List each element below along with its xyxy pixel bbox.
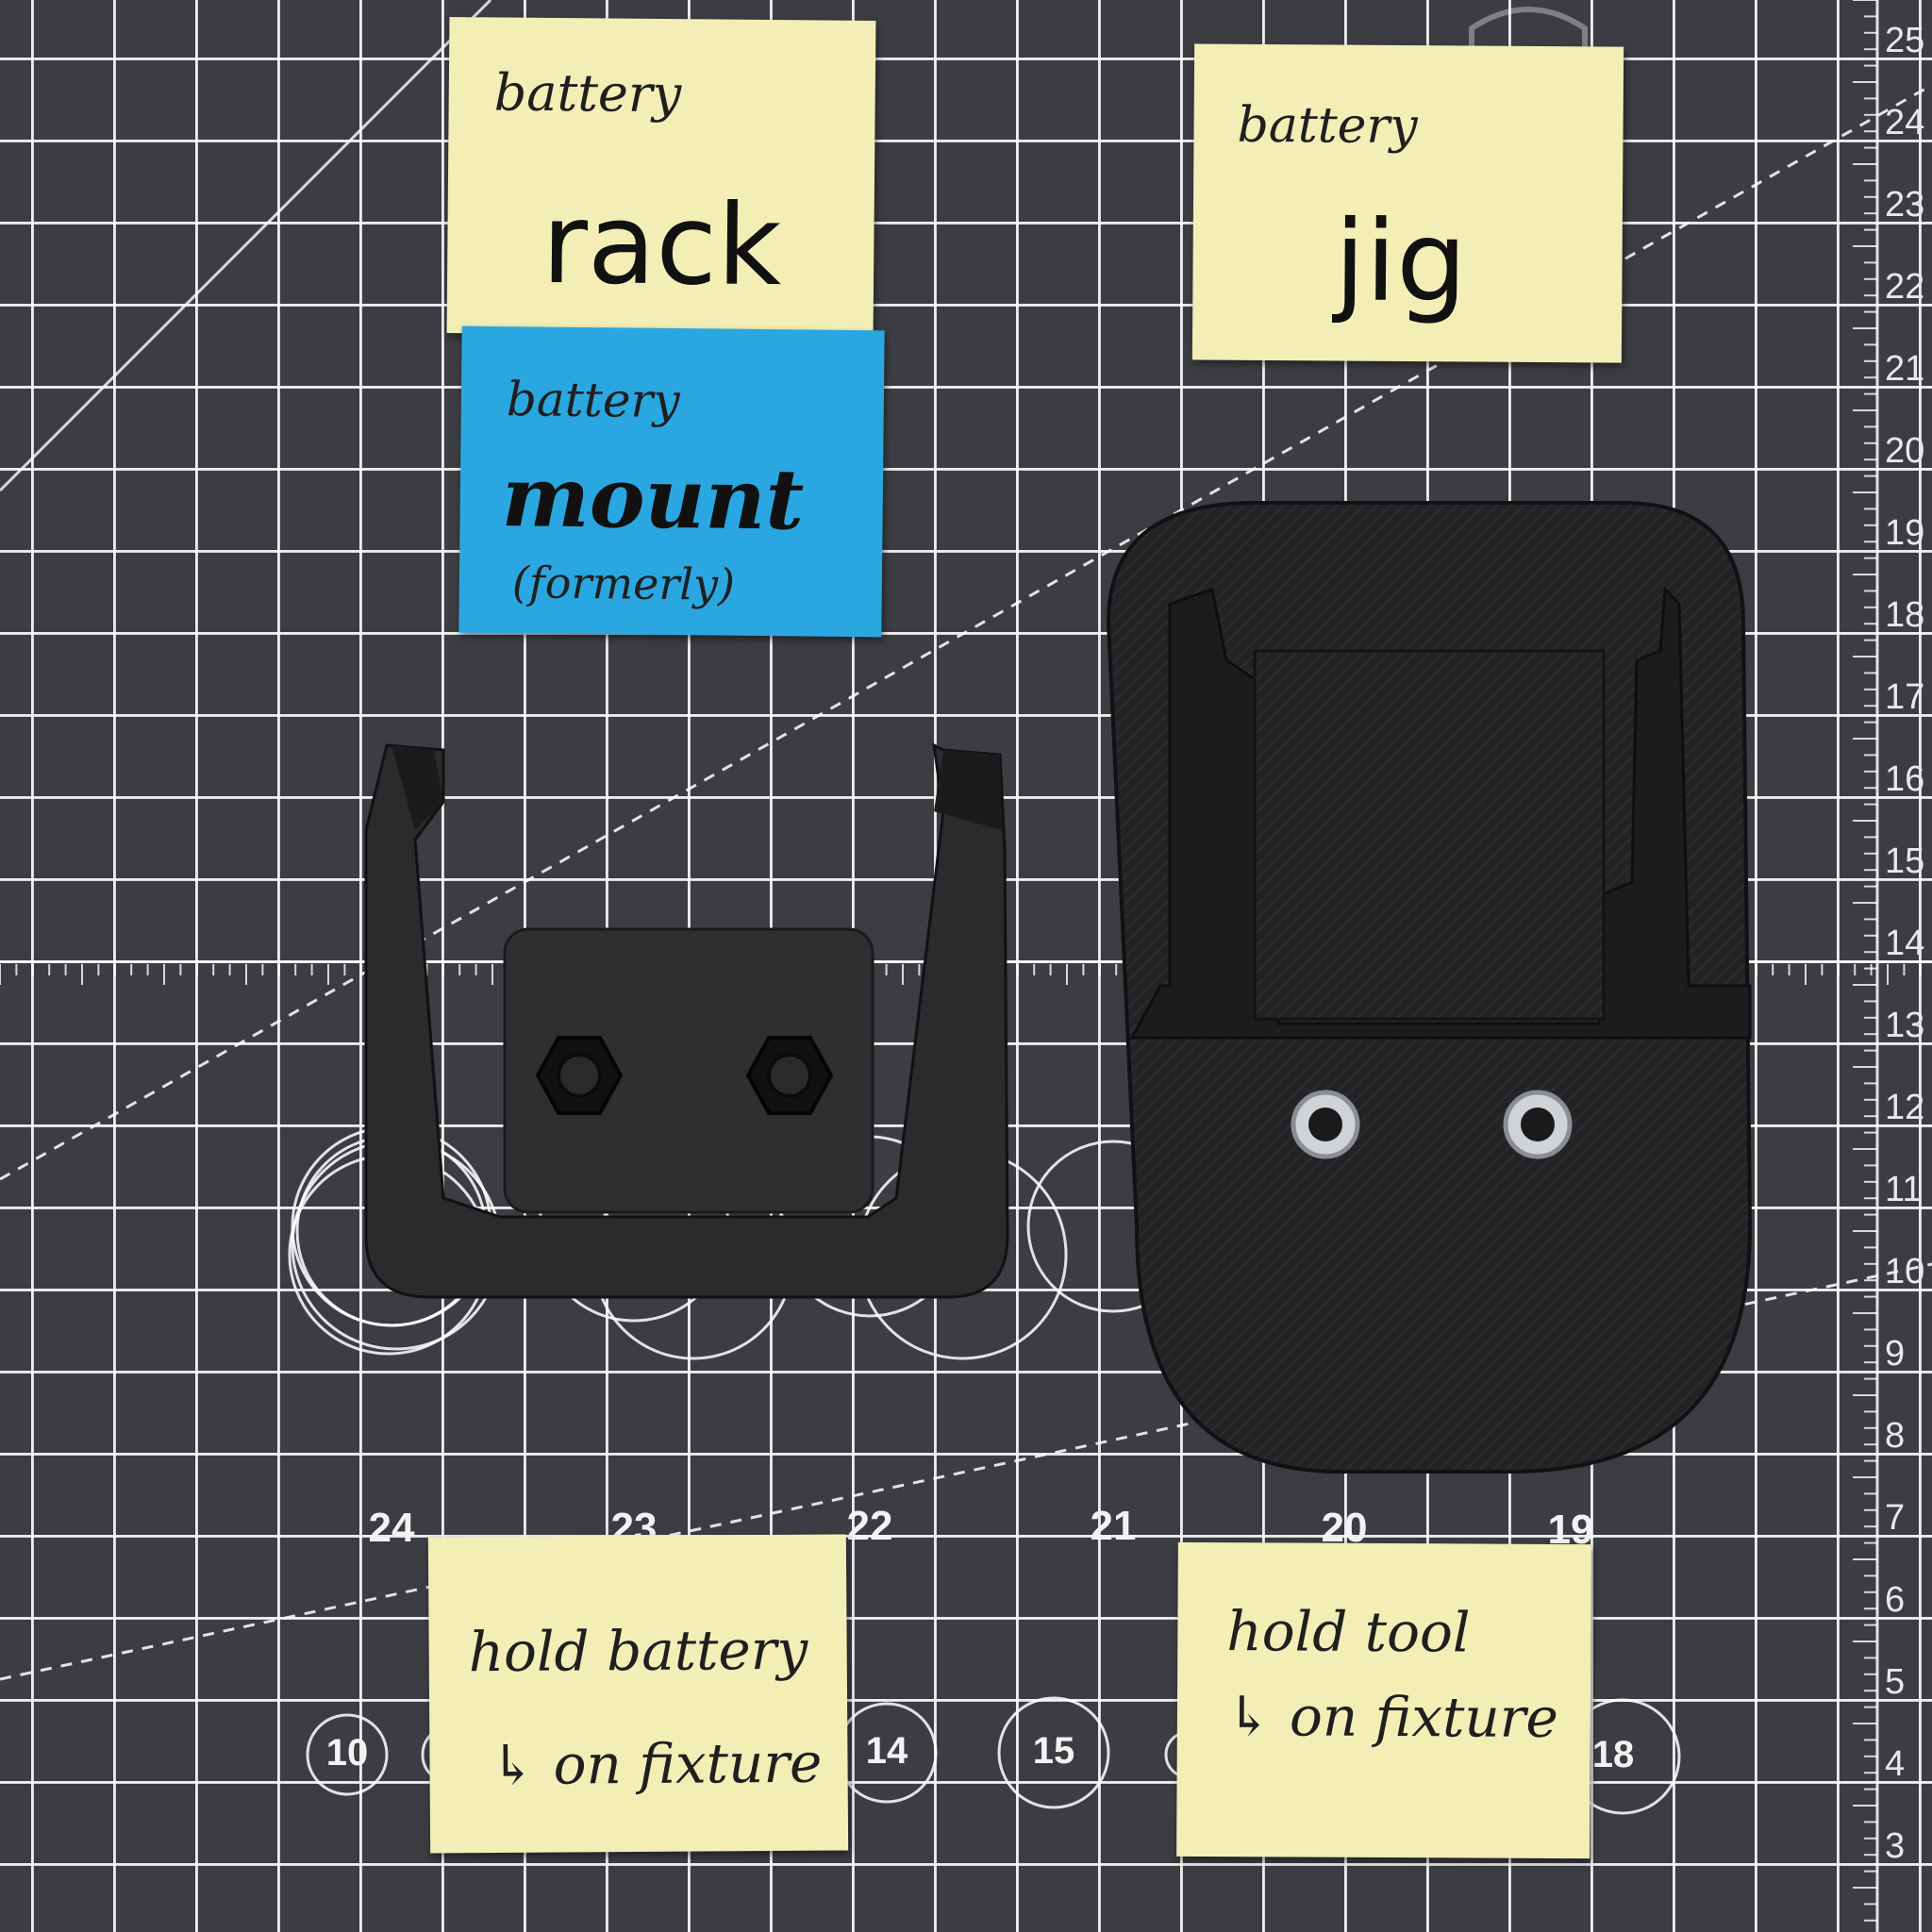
- note-hold-tool-line1: hold tool: [1226, 1599, 1471, 1665]
- ruler-number: 15: [1885, 841, 1925, 881]
- note-mount-line1: battery: [506, 372, 680, 429]
- sticky-note-hold-battery: hold battery ↳ on fixture: [427, 1534, 849, 1854]
- ruler-number: 10: [1885, 1252, 1925, 1291]
- ruler-number: 8: [1885, 1416, 1906, 1456]
- note-rack-line1: battery: [493, 62, 682, 125]
- ruler-number: 22: [1885, 267, 1925, 307]
- ruler-number: 9: [1885, 1334, 1906, 1374]
- note-hold-battery-line1: hold battery: [468, 1617, 808, 1685]
- circle-number: 21: [1090, 1503, 1137, 1549]
- ruler-number: 5: [1885, 1662, 1906, 1702]
- circle-number: 15: [1032, 1730, 1075, 1772]
- circle-number: 14: [865, 1730, 908, 1772]
- ruler-number: 11: [1885, 1170, 1923, 1209]
- mat-solid-diagonal: [0, 0, 492, 492]
- ruler-number: 12: [1885, 1088, 1925, 1127]
- sticky-note-battery-jig: battery jig: [1191, 43, 1624, 363]
- sticky-note-battery-rack: battery rack: [446, 17, 876, 337]
- ruler-number: 24: [1885, 103, 1925, 142]
- ruler-number: 23: [1885, 185, 1925, 225]
- ruler-number: 25: [1885, 21, 1925, 60]
- note-mount-line3: (formerly): [511, 557, 736, 610]
- ruler-number: 17: [1885, 677, 1925, 717]
- ruler-number: 3: [1885, 1826, 1906, 1866]
- mat-circle-15: [997, 1696, 1110, 1809]
- ruler-number: 16: [1885, 759, 1925, 799]
- sticky-note-hold-tool: hold tool ↳ on fixture: [1176, 1541, 1591, 1859]
- mat-circle-10: [306, 1713, 389, 1796]
- circle-number: 24: [368, 1505, 415, 1551]
- ruler-number: 20: [1885, 431, 1925, 471]
- note-rack-line2: rack: [541, 177, 783, 311]
- circle-number: 22: [846, 1503, 893, 1549]
- ruler-number: 18: [1885, 595, 1925, 635]
- battery-jig-part: [1106, 501, 1753, 1474]
- note-jig-line1: battery: [1237, 96, 1418, 156]
- circle-number: 18: [1591, 1734, 1635, 1775]
- ruler-number: 6: [1885, 1580, 1906, 1620]
- ruler-number: 7: [1885, 1498, 1906, 1538]
- note-hold-tool-line2: ↳ on fixture: [1225, 1684, 1558, 1750]
- sticky-note-battery-mount: battery mount (formerly): [458, 325, 885, 638]
- circle-number: 10: [325, 1732, 369, 1774]
- note-hold-battery-line2: ↳ on fixture: [490, 1730, 823, 1798]
- battery-rack-part: [364, 742, 1009, 1299]
- note-mount-line2: mount: [501, 447, 805, 549]
- ruler-number: 13: [1885, 1006, 1925, 1045]
- ruler-number: 19: [1885, 513, 1925, 553]
- ruler-number: 4: [1885, 1744, 1906, 1784]
- note-jig-line2: jig: [1334, 195, 1468, 327]
- ruler-number: 21: [1885, 349, 1925, 389]
- ruler-number: 14: [1885, 924, 1925, 963]
